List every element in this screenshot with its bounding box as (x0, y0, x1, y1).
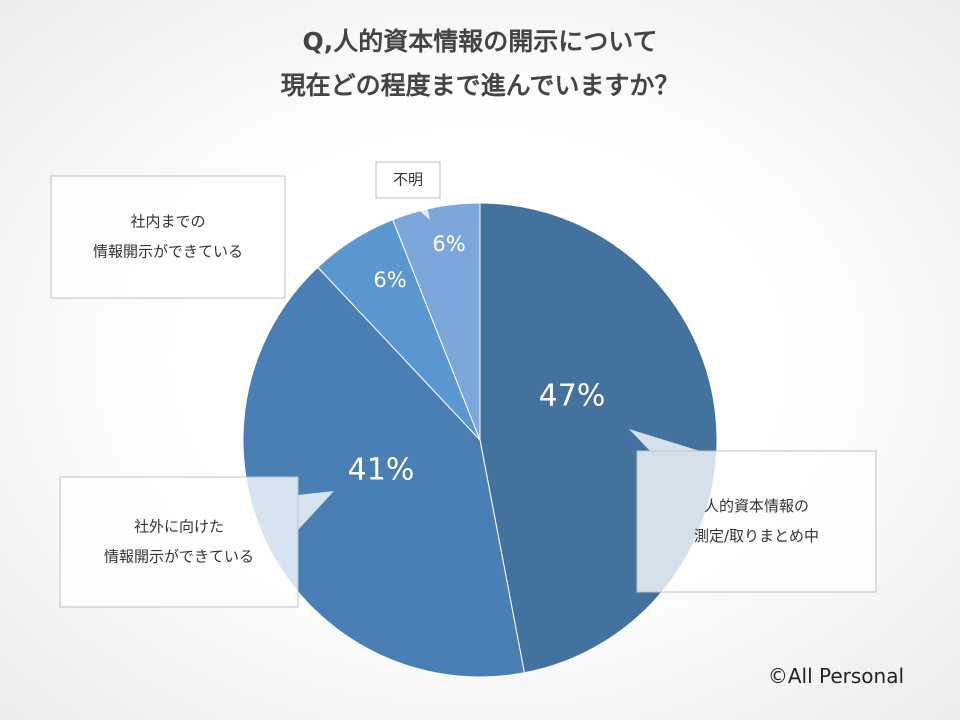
slice-label-1-line-1: 人的資本情報の (704, 497, 809, 515)
pie-slice-4 (392, 202, 481, 441)
slice-percentage-1: 47% (539, 379, 606, 414)
callout-box (59, 476, 299, 608)
slice-label-1-line-2: 測定/取りまとめ中 (694, 527, 819, 545)
copyright-text: ©All Personal (767, 664, 904, 688)
slice-label-2-line-2: 情報開示ができている (104, 548, 254, 566)
slice-percentage-3: 6% (373, 268, 406, 292)
callout-pointer (405, 198, 430, 220)
slice-label-4-line-1: 不明 (393, 171, 423, 189)
pie-slice-1 (479, 202, 718, 674)
callout-box (50, 175, 286, 299)
slice-label-3-line-2: 情報開示ができている (93, 243, 243, 261)
callout-box (636, 450, 877, 593)
chart-title-line1: Q,人的資本情報の開示について (302, 27, 658, 56)
callout-4: 不明 (375, 161, 441, 220)
callout-pointer (629, 429, 700, 451)
slice-percentage-4: 6% (432, 232, 465, 256)
slice-label-3-line-1: 社内までの (130, 213, 205, 231)
slice-label-2-line-1: 社外に向けた (134, 518, 224, 536)
callout-pointer (298, 491, 334, 530)
callout-box (375, 161, 441, 199)
slice-percentage-2: 41% (348, 453, 415, 488)
chart-title-line2: 現在どの程度まで進んでいますか？ (280, 71, 680, 100)
